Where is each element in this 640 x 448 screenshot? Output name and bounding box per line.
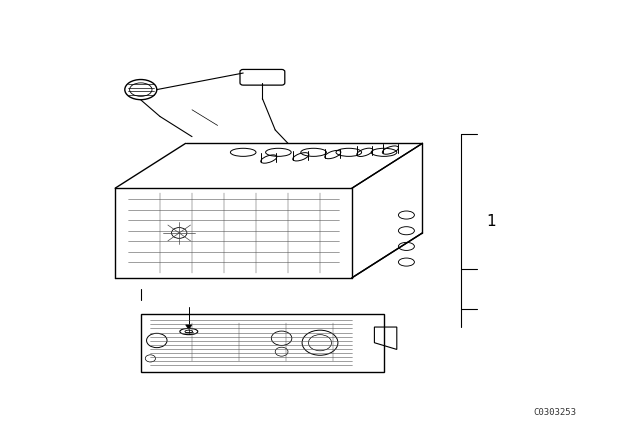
Text: C0303253: C0303253 xyxy=(533,408,576,417)
Text: 1: 1 xyxy=(486,214,496,229)
Polygon shape xyxy=(186,325,192,329)
